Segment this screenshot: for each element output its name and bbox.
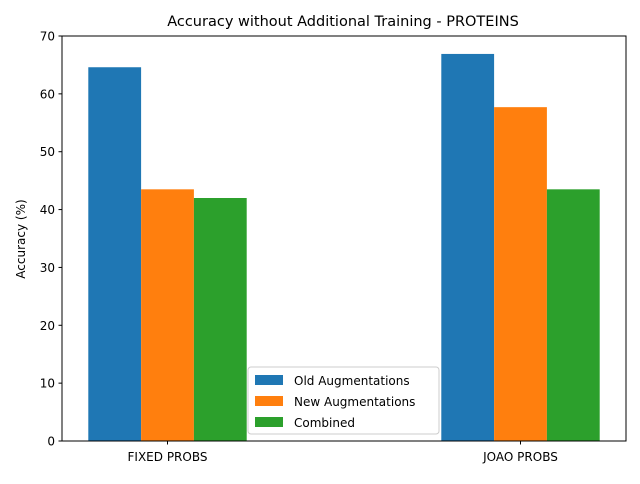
x-tick-label: JOAO PROBS bbox=[482, 450, 558, 464]
chart-title: Accuracy without Additional Training - P… bbox=[167, 14, 519, 30]
x-tick-label: FIXED PROBS bbox=[128, 450, 208, 464]
x-ticks-group: FIXED PROBS JOAO PROBS bbox=[128, 441, 558, 464]
legend-label: Old Augmentations bbox=[294, 374, 410, 388]
y-axis-label: Accuracy (%) bbox=[14, 199, 28, 278]
y-tick-label: 0 bbox=[47, 435, 55, 449]
y-ticks-group: 0 10 20 30 40 50 60 70 bbox=[40, 30, 62, 449]
bars-group bbox=[88, 53, 600, 442]
bar bbox=[441, 53, 495, 441]
legend-swatch bbox=[255, 396, 283, 406]
plot-frame bbox=[61, 35, 627, 442]
legend: Old Augmentations New Augmentations Combin… bbox=[247, 366, 440, 435]
legend-swatch bbox=[255, 375, 283, 385]
legend-label: Combined bbox=[294, 416, 355, 430]
bar bbox=[193, 198, 247, 441]
y-tick-label: 40 bbox=[40, 203, 55, 217]
bar bbox=[494, 107, 547, 442]
bar bbox=[546, 189, 600, 441]
y-tick-label: 50 bbox=[40, 145, 55, 159]
legend-label: New Augmentations bbox=[294, 395, 415, 409]
legend-swatch bbox=[255, 417, 283, 427]
bar bbox=[141, 189, 194, 441]
bar bbox=[88, 67, 142, 441]
y-tick-label: 70 bbox=[40, 30, 55, 44]
y-tick-label: 30 bbox=[40, 261, 55, 275]
legend-frame bbox=[247, 366, 440, 435]
y-tick-label: 60 bbox=[40, 87, 55, 101]
y-tick-label: 10 bbox=[40, 377, 55, 391]
y-tick-label: 20 bbox=[40, 319, 55, 333]
